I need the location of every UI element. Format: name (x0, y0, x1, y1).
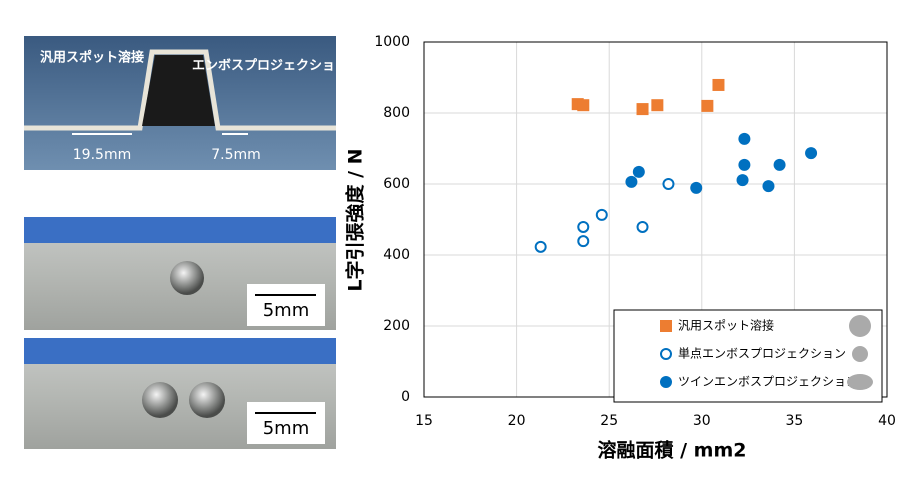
scale-label: 5mm (263, 300, 310, 321)
legend-box (613, 309, 883, 403)
point (636, 220, 649, 233)
point (690, 181, 703, 194)
legend-label: ツインエンボスプロジェクション (678, 375, 858, 389)
scale-label: 5mm (263, 418, 310, 439)
legend-size-icon (852, 346, 868, 362)
point (625, 175, 638, 188)
y-axis-label: L字引張強度 / N (344, 148, 367, 291)
dimension-label: 7.5mm (211, 147, 261, 163)
x-tick-label: 25 (600, 413, 618, 429)
point (632, 165, 645, 178)
y-tick-label: 200 (383, 318, 410, 334)
x-tick-label: 35 (785, 413, 803, 429)
point (577, 235, 590, 248)
x-axis-label: 溶融面積 / mm2 (598, 439, 747, 462)
legend-label: 単点エンボスプロジェクション (678, 347, 846, 361)
twin-embossing-photo: 5mm (24, 338, 336, 449)
y-tick-label: 800 (383, 105, 410, 121)
legend-marker (660, 320, 672, 332)
point (651, 99, 664, 112)
point (662, 178, 675, 190)
point (577, 220, 590, 233)
y-tick-label: 600 (383, 176, 410, 192)
x-tick-label: 15 (415, 413, 433, 429)
point (534, 240, 547, 253)
dimension-label: 19.5mm (73, 147, 131, 163)
legend-size-icon (847, 374, 873, 390)
x-tick-label: 30 (693, 413, 711, 429)
point (595, 208, 608, 221)
y-tick-label: 0 (401, 389, 410, 405)
point (762, 180, 775, 193)
legend-marker (660, 348, 672, 360)
point (701, 99, 714, 112)
point (738, 158, 751, 171)
photo-label: 汎用スポット溶接 (40, 50, 144, 66)
legend-size-icon (849, 315, 871, 337)
y-tick-label: 400 (383, 247, 410, 263)
single-embossing-photo: 5mm (24, 217, 336, 330)
cross-section-photo: 汎用スポット溶接 エンボスプロジェクション溶接 19.5mm 7.5mm (24, 36, 374, 170)
point (636, 103, 649, 116)
point (577, 99, 590, 112)
legend-label: 汎用スポット溶接 (678, 318, 774, 333)
y-tick-label: 1000 (374, 34, 410, 50)
point (805, 147, 818, 160)
point (773, 158, 786, 171)
point (712, 78, 725, 91)
photo-label: エンボスプロジェクション溶接 (192, 58, 374, 74)
point (736, 174, 749, 187)
legend-marker (660, 376, 672, 388)
x-tick-label: 40 (878, 413, 896, 429)
x-tick-label: 20 (508, 413, 526, 429)
point (738, 132, 751, 145)
chart: 溶融面積 / mm2 L字引張強度 / N 0 200 400 600 800 1000 1… (344, 34, 896, 462)
